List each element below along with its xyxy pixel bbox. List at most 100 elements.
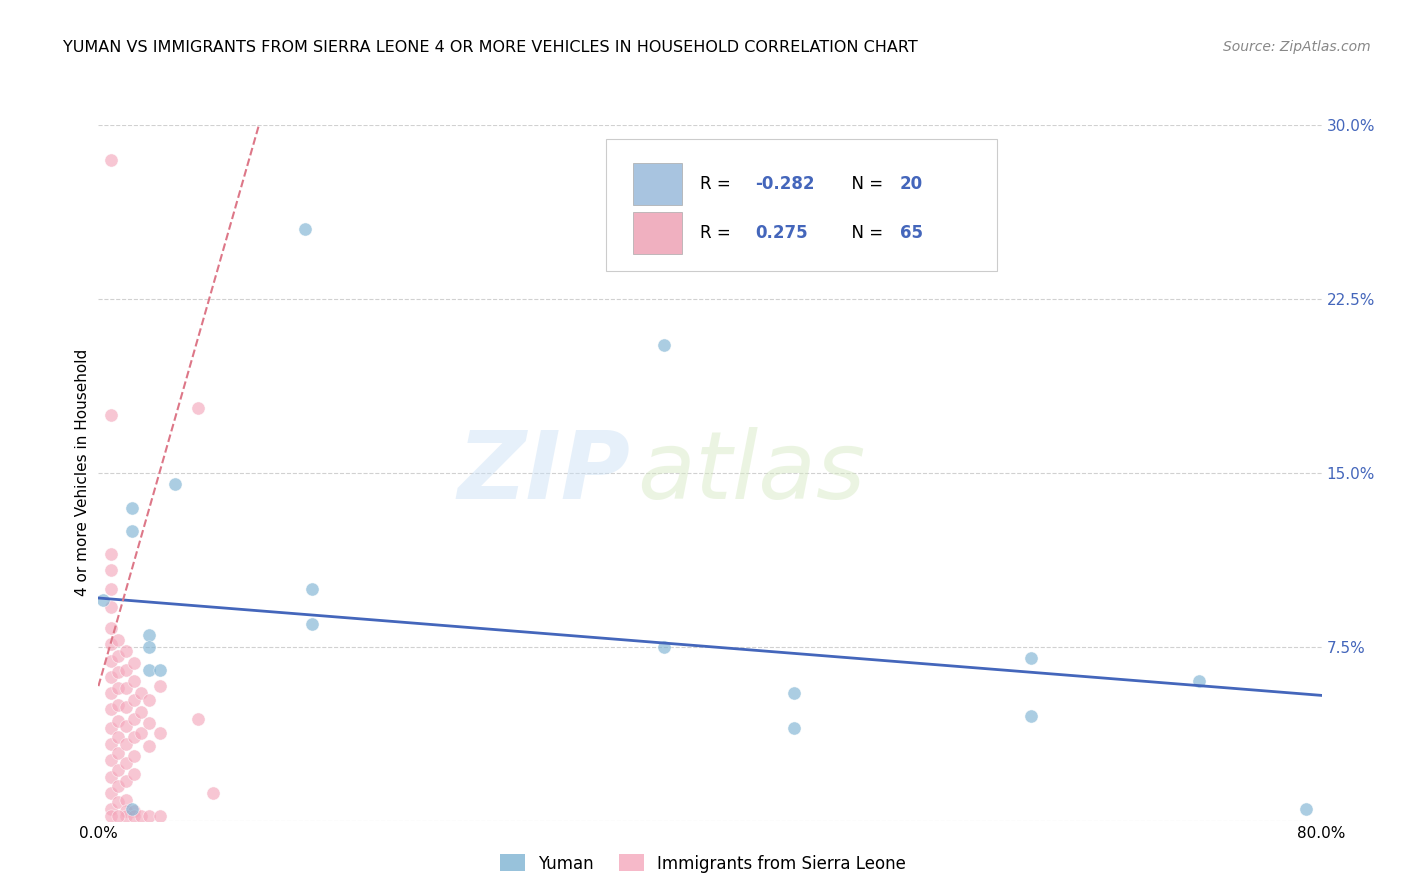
Text: R =: R = [700, 175, 737, 193]
FancyBboxPatch shape [633, 163, 682, 205]
Point [1019, 709, 1042, 723]
Point [122, 809, 145, 823]
Text: 65: 65 [900, 224, 922, 242]
Point [121, 802, 143, 816]
Point [100, 809, 122, 823]
Point [115, 774, 138, 789]
Point [100, 802, 122, 816]
Point [138, 739, 160, 754]
Point [100, 737, 122, 751]
Point [107, 795, 129, 809]
Legend: Yuman, Immigrants from Sierra Leone: Yuman, Immigrants from Sierra Leone [494, 847, 912, 880]
Point [138, 693, 160, 707]
Point [652, 640, 675, 654]
Point [783, 686, 806, 700]
Point [115, 809, 138, 823]
Point [91, 593, 114, 607]
Text: -0.282: -0.282 [755, 175, 815, 193]
Y-axis label: 4 or more Vehicles in Household: 4 or more Vehicles in Household [75, 349, 90, 597]
Point [149, 725, 172, 739]
Point [783, 721, 806, 735]
Point [107, 632, 129, 647]
Point [107, 698, 129, 712]
Point [100, 600, 122, 615]
Point [100, 753, 122, 767]
Point [1295, 802, 1317, 816]
Point [138, 716, 160, 731]
Point [107, 681, 129, 696]
Point [122, 767, 145, 781]
Text: atlas: atlas [637, 427, 865, 518]
Point [100, 770, 122, 784]
Point [121, 524, 143, 538]
Text: 20: 20 [900, 175, 922, 193]
Point [149, 679, 172, 693]
Point [301, 616, 323, 631]
Point [115, 644, 138, 658]
Point [1019, 651, 1042, 665]
Point [115, 793, 138, 807]
Point [129, 686, 152, 700]
Text: 0.275: 0.275 [755, 224, 808, 242]
Point [107, 665, 129, 680]
Point [107, 747, 129, 761]
Point [122, 712, 145, 726]
Point [129, 725, 152, 739]
Point [100, 786, 122, 800]
Point [100, 408, 122, 422]
Point [100, 621, 122, 635]
Point [100, 686, 122, 700]
Point [149, 663, 172, 677]
Point [115, 756, 138, 770]
Point [122, 805, 145, 819]
Point [294, 222, 316, 236]
Point [100, 721, 122, 735]
FancyBboxPatch shape [633, 212, 682, 253]
Point [163, 477, 186, 491]
Text: N =: N = [841, 224, 889, 242]
Point [100, 670, 122, 684]
Point [138, 628, 160, 642]
Point [100, 637, 122, 651]
Point [107, 648, 129, 663]
Point [129, 809, 152, 823]
Point [129, 705, 152, 719]
Point [100, 654, 122, 668]
Point [138, 640, 160, 654]
Point [301, 582, 323, 596]
Point [122, 693, 145, 707]
Point [187, 712, 209, 726]
FancyBboxPatch shape [606, 139, 997, 271]
Point [100, 563, 122, 577]
Point [107, 730, 129, 744]
Point [100, 702, 122, 716]
Point [115, 663, 138, 677]
Point [100, 547, 122, 561]
Point [138, 663, 160, 677]
Point [138, 809, 160, 823]
Point [107, 763, 129, 777]
Point [115, 805, 138, 819]
Point [100, 153, 122, 167]
Point [115, 700, 138, 714]
Text: R =: R = [700, 224, 741, 242]
Text: Source: ZipAtlas.com: Source: ZipAtlas.com [1223, 40, 1371, 54]
Point [121, 500, 143, 515]
Point [122, 674, 145, 689]
Point [122, 748, 145, 763]
Point [100, 582, 122, 596]
Point [115, 718, 138, 732]
Text: N =: N = [841, 175, 889, 193]
Text: ZIP: ZIP [457, 426, 630, 519]
Point [202, 786, 225, 800]
Point [107, 809, 129, 823]
Point [149, 809, 172, 823]
Point [652, 338, 675, 352]
Point [187, 401, 209, 415]
Point [122, 730, 145, 744]
Point [122, 656, 145, 670]
Point [115, 737, 138, 751]
Point [1188, 674, 1211, 689]
Point [107, 779, 129, 793]
Text: YUMAN VS IMMIGRANTS FROM SIERRA LEONE 4 OR MORE VEHICLES IN HOUSEHOLD CORRELATIO: YUMAN VS IMMIGRANTS FROM SIERRA LEONE 4 … [63, 40, 918, 55]
